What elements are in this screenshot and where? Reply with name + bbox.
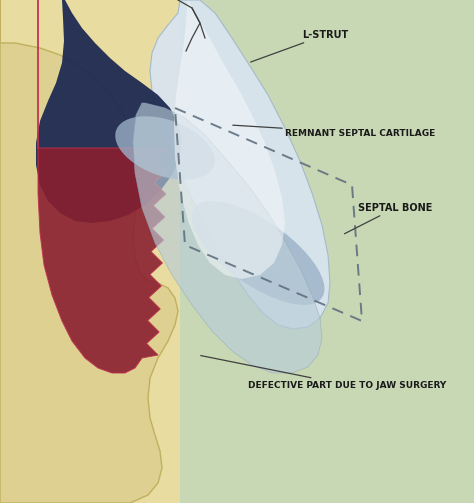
Polygon shape <box>150 0 330 329</box>
Text: DEFECTIVE PART DUE TO JAW SURGERY: DEFECTIVE PART DUE TO JAW SURGERY <box>201 356 446 389</box>
Polygon shape <box>36 0 182 223</box>
Polygon shape <box>0 0 178 503</box>
Text: L-STRUT: L-STRUT <box>251 30 348 62</box>
Text: REMNANT SEPTAL CARTILAGE: REMNANT SEPTAL CARTILAGE <box>233 125 435 137</box>
Polygon shape <box>191 201 324 305</box>
Polygon shape <box>115 116 215 180</box>
Polygon shape <box>0 0 180 503</box>
Polygon shape <box>174 0 285 279</box>
Text: SEPTAL BONE: SEPTAL BONE <box>345 203 432 234</box>
Polygon shape <box>38 0 168 373</box>
Polygon shape <box>133 103 322 373</box>
